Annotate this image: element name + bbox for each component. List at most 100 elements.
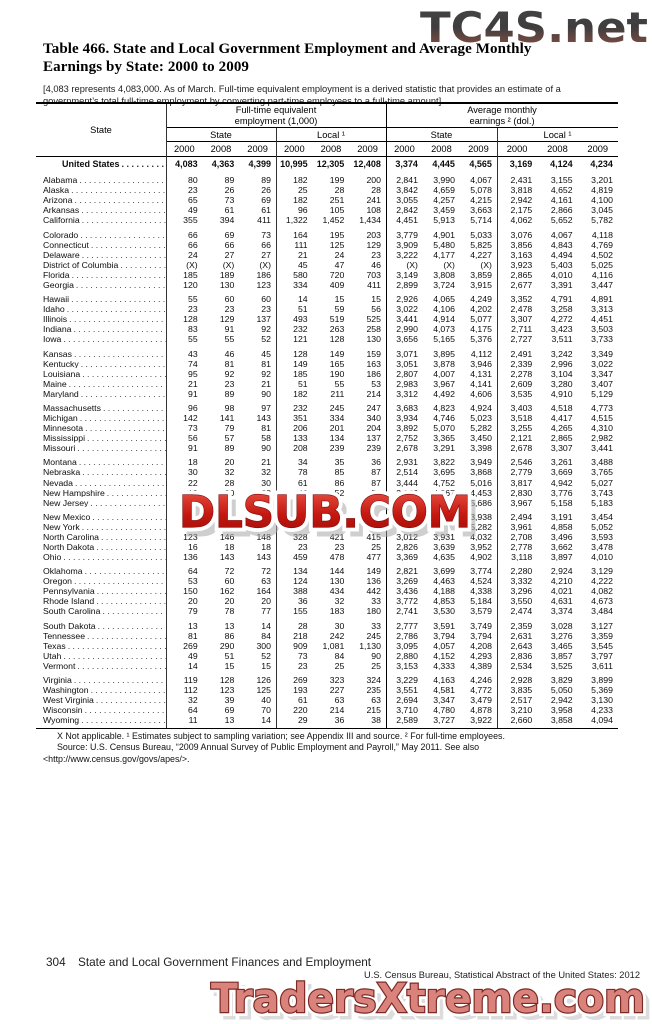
value-cell: 519 <box>329 314 345 325</box>
value-cell: 3,465 <box>550 640 573 651</box>
value-cell: 4,659 <box>433 185 455 196</box>
state-cell: Utah <box>36 652 166 661</box>
value-cell: 2,478 <box>510 304 533 315</box>
value-cell: 214 <box>366 388 381 399</box>
state-name: Arkansas <box>43 206 80 216</box>
state-name: Montana <box>43 458 77 468</box>
value-cell: 2,931 <box>396 457 418 468</box>
row-group: Massachusetts9698972322452473,6834,8234,… <box>36 403 618 453</box>
value-cell: 3,776 <box>550 487 573 498</box>
value-cell: 3,127 <box>591 620 613 631</box>
table-row: Maine 21 23 21 51 55 53 2,983 3,967 4,141 2,609 3,2… <box>36 379 618 389</box>
value-cell: 96 <box>297 205 308 216</box>
value-cell: 66 <box>261 239 271 250</box>
value-cell: 20 <box>187 596 198 607</box>
state-cell: Michigan <box>36 414 166 423</box>
value-cell: 4,673 <box>591 596 613 607</box>
value-cell: 128 <box>219 675 235 686</box>
value-cell: 411 <box>257 215 271 226</box>
value-cell: 2,779 <box>510 467 533 478</box>
value-cell: 165 <box>329 358 345 369</box>
state-name: Idaho <box>43 305 65 314</box>
state-name: Alabama <box>43 176 78 185</box>
value-cell: 3,313 <box>591 304 613 315</box>
state-cell: South Carolina <box>36 607 166 616</box>
value-cell: 3,710 <box>396 705 418 716</box>
value-cell: 3,931 <box>433 531 455 542</box>
value-cell: 3,153 <box>396 660 418 671</box>
value-cell: 2,842 <box>396 205 418 216</box>
value-cell: 2,359 <box>510 620 533 631</box>
value-cell: 24 <box>334 249 345 260</box>
value-cell: 2,777 <box>396 620 418 631</box>
value-cell: 4,853 <box>433 596 455 607</box>
value-cell: 4,021 <box>550 586 573 597</box>
value-cell: 3,545 <box>591 640 613 651</box>
table-bottom-rule <box>36 728 618 730</box>
value-cell: (X) <box>259 259 271 270</box>
table-row: New Mexico 3,938 2,494 3,191 3,454 <box>36 512 618 522</box>
watermark-tradersxtreme-outline: TradersXtreme.com <box>211 976 645 1022</box>
value-cell: 27 <box>261 249 271 260</box>
value-cell: 3,191 <box>550 511 573 522</box>
value-cell: 4,112 <box>470 348 492 359</box>
value-cell: 150 <box>183 586 198 597</box>
value-cell: 46 <box>297 487 308 498</box>
table-row: Nevada 22 28 30 61 86 87 3,444 4,752 5,016 3,817 4,… <box>36 478 618 488</box>
value-cell: 206 <box>293 423 308 434</box>
value-cell: 89 <box>261 175 271 186</box>
row-group: New Mexico 3,938 2,494 3,191 3,454 New York 5,… <box>36 512 618 562</box>
state-cell: Wyoming <box>36 716 166 725</box>
value-cell: 3,307 <box>550 443 573 454</box>
value-cell: 57 <box>224 433 235 444</box>
value-cell: 4,222 <box>591 576 613 587</box>
value-cell: 89 <box>224 443 235 454</box>
value-cell: 3,915 <box>470 279 492 290</box>
dot-leader <box>87 434 166 443</box>
header-bottom-rule <box>36 156 618 158</box>
value-cell: 4,515 <box>591 413 613 424</box>
value-cell: 4,367 <box>433 487 455 498</box>
value-cell: 79 <box>187 606 198 617</box>
table-row: Colorado 66 69 73 164 195 203 3,779 4,901 5,033 3,… <box>36 230 618 240</box>
value-cell: 2,778 <box>510 541 533 552</box>
value-cell: 3,858 <box>550 715 573 726</box>
value-cell: 26 <box>224 185 235 196</box>
value-cell: 53 <box>371 378 381 389</box>
value-cell: 2,841 <box>396 175 418 186</box>
watermark-tradersxtreme-text: TradersXtreme.com <box>211 976 645 1022</box>
value-cell: 83 <box>187 324 198 335</box>
dot-leader <box>74 325 166 334</box>
value-cell: 4,265 <box>550 423 573 434</box>
bracket-note: [4,083 represents 4,083,000. As of March… <box>43 84 561 106</box>
value-cell: 3,593 <box>591 531 613 542</box>
value-cell: 23 <box>187 185 198 196</box>
value-cell: 2,830 <box>510 487 533 498</box>
value-cell: 2,121 <box>510 433 533 444</box>
value-cell: 3,779 <box>396 229 418 240</box>
value-cell: 2,990 <box>396 324 418 335</box>
value-cell: 24 <box>187 249 198 260</box>
dot-leader <box>80 231 166 240</box>
value-cell: 3,407 <box>591 378 613 389</box>
year-header: 2009 <box>357 144 378 154</box>
subheader-earnings-local: Local ¹ <box>543 129 572 140</box>
value-cell: 4,417 <box>550 413 573 424</box>
value-cell: 208 <box>293 443 308 454</box>
value-cell: 2,866 <box>550 205 573 216</box>
value-cell: 220 <box>293 705 308 716</box>
value-cell: 269 <box>183 640 198 651</box>
value-cell: 239 <box>329 443 345 454</box>
state-name: New York <box>43 522 80 532</box>
group-header-employment: Full-time equivalent employment (1,000) <box>166 104 386 127</box>
table-row: Nebraska 30 32 32 78 85 87 2,514 3,695 3,868 2,779… <box>36 468 618 478</box>
value-cell: 263 <box>329 324 345 335</box>
value-cell: 4,233 <box>591 705 613 716</box>
value-cell: 81 <box>187 630 198 641</box>
value-cell: 13 <box>224 620 235 631</box>
value-cell: 4,007 <box>433 368 455 379</box>
value-cell: 4,083 <box>175 159 198 169</box>
table-row: Idaho 23 23 23 51 59 56 3,022 4,106 4,202 2,478 3,2… <box>36 305 618 315</box>
value-cell: 2,175 <box>510 205 533 216</box>
